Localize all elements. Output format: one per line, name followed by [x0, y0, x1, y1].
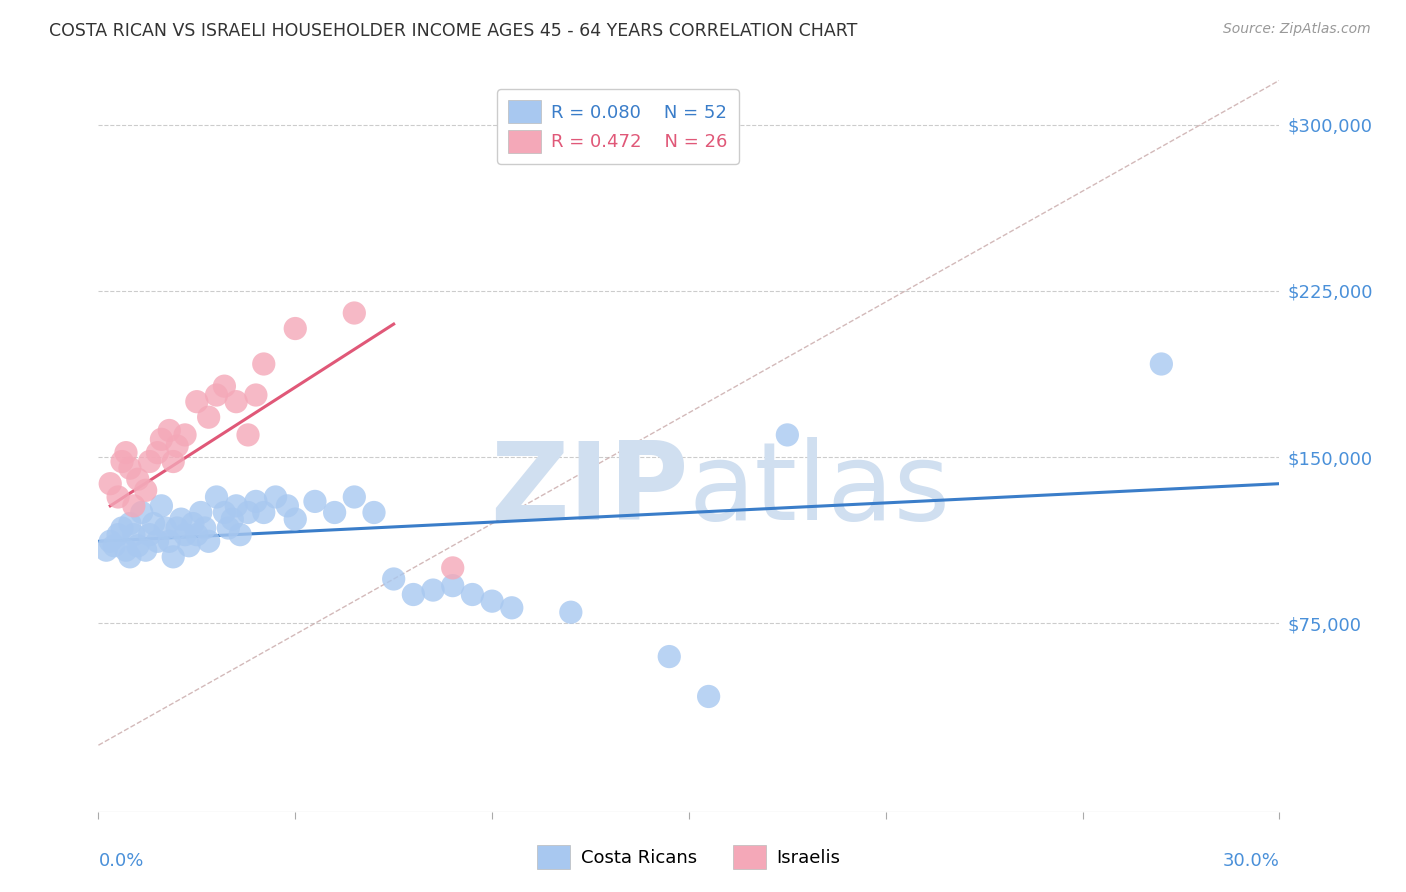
Point — [501, 600, 523, 615]
Point — [422, 583, 444, 598]
Point — [253, 506, 276, 520]
Point — [304, 494, 326, 508]
Point — [441, 579, 464, 593]
Point — [127, 539, 149, 553]
Point — [776, 428, 799, 442]
Point — [98, 476, 121, 491]
Point — [150, 433, 173, 447]
Point — [245, 388, 267, 402]
Point — [111, 521, 134, 535]
Point — [190, 506, 212, 520]
Point — [382, 572, 405, 586]
Point — [131, 506, 153, 520]
Point — [142, 516, 165, 531]
Text: atlas: atlas — [689, 437, 950, 543]
Point — [284, 321, 307, 335]
Point — [236, 506, 259, 520]
Point — [194, 521, 217, 535]
Point — [138, 454, 160, 468]
Text: COSTA RICAN VS ISRAELI HOUSEHOLDER INCOME AGES 45 - 64 YEARS CORRELATION CHART: COSTA RICAN VS ISRAELI HOUSEHOLDER INCOM… — [49, 22, 858, 40]
Point — [217, 521, 239, 535]
Point — [115, 445, 138, 459]
Point — [118, 549, 141, 564]
Text: ZIP: ZIP — [491, 437, 689, 543]
Point — [146, 534, 169, 549]
Point — [107, 490, 129, 504]
Point — [236, 428, 259, 442]
Point — [1150, 357, 1173, 371]
Point — [253, 357, 276, 371]
Point — [111, 454, 134, 468]
Point — [181, 516, 204, 531]
Point — [225, 499, 247, 513]
Point — [127, 472, 149, 486]
Point — [461, 587, 484, 601]
Point — [264, 490, 287, 504]
Point — [162, 549, 184, 564]
Point — [138, 527, 160, 541]
Point — [103, 539, 125, 553]
Point — [197, 534, 219, 549]
Text: 30.0%: 30.0% — [1223, 852, 1279, 870]
Point — [135, 543, 157, 558]
Point — [118, 516, 141, 531]
Point — [276, 499, 298, 513]
Point — [697, 690, 720, 704]
Point — [284, 512, 307, 526]
Point — [323, 506, 346, 520]
Point — [150, 499, 173, 513]
Point — [174, 527, 197, 541]
Text: Source: ZipAtlas.com: Source: ZipAtlas.com — [1223, 22, 1371, 37]
Point — [118, 461, 141, 475]
Point — [186, 394, 208, 409]
Point — [225, 394, 247, 409]
Point — [658, 649, 681, 664]
Point — [343, 306, 366, 320]
Point — [343, 490, 366, 504]
Text: 0.0%: 0.0% — [98, 852, 143, 870]
Point — [186, 527, 208, 541]
Legend: Costa Ricans, Israelis: Costa Ricans, Israelis — [530, 838, 848, 876]
Point — [197, 410, 219, 425]
Point — [214, 506, 236, 520]
Point — [157, 424, 180, 438]
Point — [166, 439, 188, 453]
Point — [96, 543, 118, 558]
Point — [441, 561, 464, 575]
Point — [170, 512, 193, 526]
Point — [166, 521, 188, 535]
Point — [115, 543, 138, 558]
Point — [122, 499, 145, 513]
Point — [363, 506, 385, 520]
Point — [155, 521, 177, 535]
Point — [245, 494, 267, 508]
Point — [214, 379, 236, 393]
Point — [229, 527, 252, 541]
Point — [205, 490, 228, 504]
Point — [122, 527, 145, 541]
Point — [481, 594, 503, 608]
Point — [98, 534, 121, 549]
Point — [177, 539, 200, 553]
Point — [146, 445, 169, 459]
Point — [135, 483, 157, 498]
Point — [205, 388, 228, 402]
Point — [221, 512, 243, 526]
Point — [107, 527, 129, 541]
Point — [157, 534, 180, 549]
Point — [174, 428, 197, 442]
Point — [560, 605, 582, 619]
Point — [402, 587, 425, 601]
Point — [162, 454, 184, 468]
